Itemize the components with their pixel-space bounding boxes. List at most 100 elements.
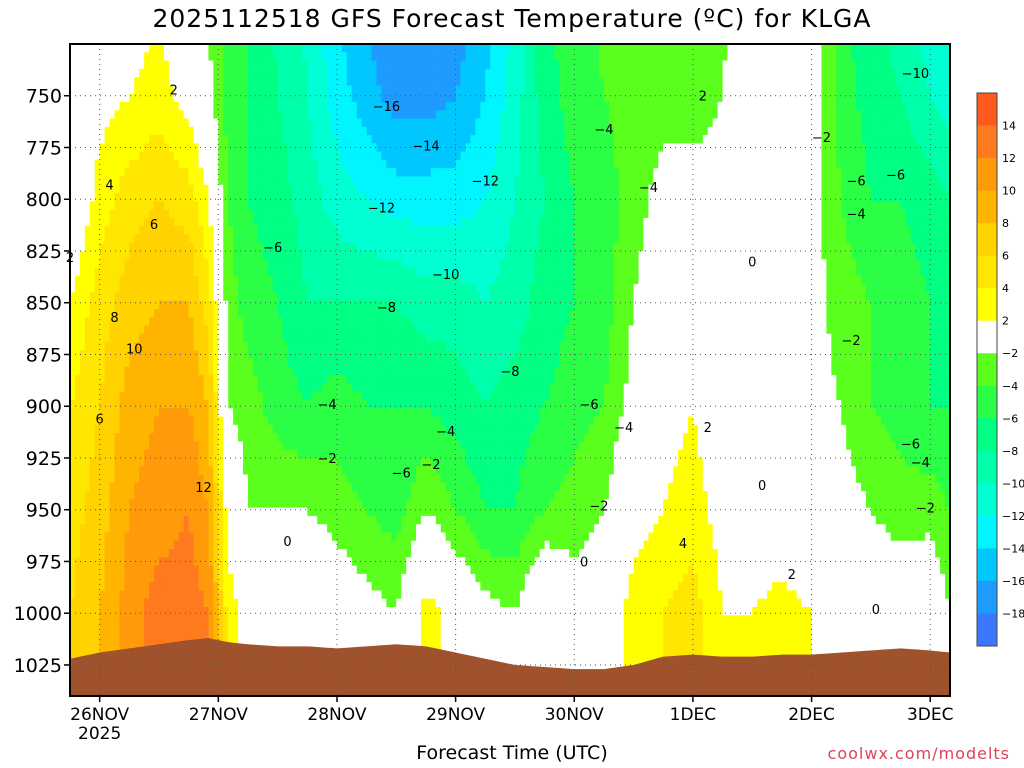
temp-cell [114,557,121,567]
temp-cell [252,342,259,351]
temp-cell [233,499,239,509]
temp-cell [312,416,318,426]
temp-cell [376,358,383,368]
temp-cell [322,317,328,327]
temp-cell [89,333,96,343]
temp-cell [94,143,101,153]
temp-cell [104,77,111,86]
temp-cell [74,524,81,534]
temp-cell [252,217,259,227]
temp-cell [89,159,96,169]
temp-cell [99,507,106,517]
temp-cell [183,358,190,368]
temp-cell [282,400,289,409]
temp-cell [89,482,96,492]
temp-cell [218,342,224,351]
temp-cell [183,499,190,509]
temp-cell [79,474,86,484]
temp-cell [312,491,318,500]
temp-cell [287,300,294,310]
temp-cell [238,400,244,409]
temp-cell [183,168,190,178]
temp-cell [109,416,116,426]
temp-cell [336,267,343,277]
temp-cell [361,217,368,227]
temp-cell [109,317,116,327]
temp-cell [257,532,264,542]
temp-cell [183,441,190,451]
temp-cell [371,234,378,244]
temp-cell [129,184,135,194]
temp-cell [213,615,219,625]
temp-cell [99,209,106,219]
temp-cell [149,168,155,178]
temp-cell [134,325,140,335]
temp-cell [203,292,210,302]
temp-cell [163,168,170,178]
temp-cell [322,209,328,219]
temp-cell [287,366,294,376]
temp-cell [188,168,195,178]
temp-cell [129,540,135,550]
temp-cell [233,242,239,252]
temp-cell [341,383,348,393]
temp-cell [193,159,200,169]
temp-cell [307,532,313,542]
temp-cell [262,424,269,434]
temp-cell [183,540,190,550]
temp-cell [218,308,224,318]
temp-cell [257,201,264,211]
temp-cell [317,201,323,211]
temp-cell [218,441,224,451]
temp-cell [287,631,294,641]
temp-cell [188,565,195,575]
temp-cell [351,615,358,625]
temp-cell [336,540,343,550]
temp-cell [104,400,111,409]
temp-cell [277,358,284,368]
temp-cell [307,110,313,120]
temp-cell [99,557,106,567]
temp-cell [198,449,205,459]
temp-cell [257,44,264,53]
temp-cell [322,110,328,120]
temp-cell [292,118,299,128]
temp-cell [238,93,244,103]
temp-cell [114,383,121,393]
temp-cell [154,118,160,128]
temp-cell [346,176,353,186]
temp-cell [257,515,264,525]
temp-cell [178,499,185,509]
temp-cell [336,342,343,351]
temp-cell [173,118,180,128]
temp-cell [223,226,229,236]
temp-cell [346,416,353,426]
temp-cell [218,193,224,202]
temp-cell [79,582,86,592]
temp-cell [371,623,378,633]
temp-cell [70,640,76,649]
temp-cell [213,449,219,459]
temp-cell [173,424,180,434]
temp-cell [292,176,299,186]
temp-cell [104,350,111,360]
temp-cell [327,110,333,120]
temp-cell [79,342,86,351]
temp-cell [252,110,259,120]
temp-cell [292,457,299,467]
temp-cell [366,333,373,343]
temp-cell [228,44,234,53]
temp-cell [99,607,106,616]
temp-cell [129,126,135,136]
temp-cell [84,532,91,542]
temp-cell [183,118,190,128]
temp-cell [346,325,353,335]
temp-cell [282,615,289,625]
temp-cell [332,135,338,144]
temp-cell [74,507,81,517]
temp-cell [89,623,96,633]
temp-cell [341,358,348,368]
temp-cell [381,201,387,211]
temp-cell [109,60,116,70]
temp-cell [371,52,378,62]
